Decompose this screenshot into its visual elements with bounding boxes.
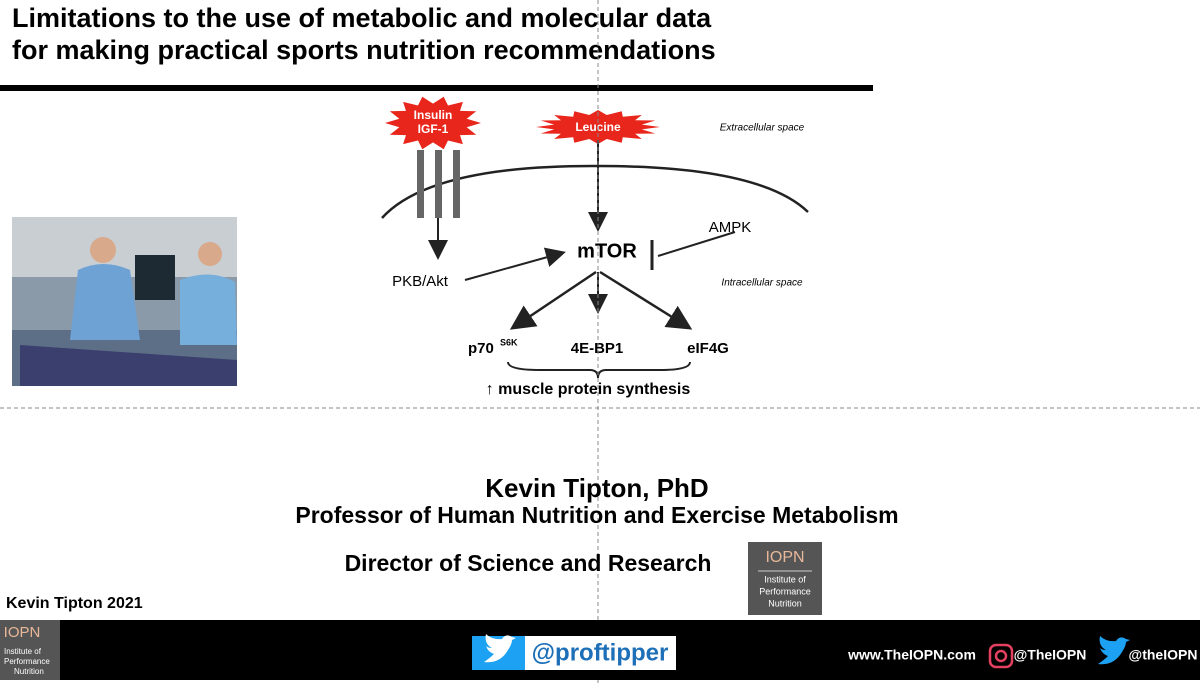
speaker-name: Kevin Tipton, PhD bbox=[485, 473, 708, 503]
diagram-label: AMPK bbox=[709, 219, 752, 236]
logo: IOPN Institute of Performance Nutrition bbox=[0, 620, 60, 680]
speaker-role: Director of Science and Research bbox=[345, 550, 712, 576]
instagram-icon bbox=[988, 643, 1014, 669]
logo-text: Performance bbox=[4, 657, 50, 666]
title-rule bbox=[0, 85, 873, 91]
website: www.TheIOPN.com bbox=[847, 647, 976, 663]
diagram-shapes bbox=[381, 96, 809, 379]
title-line: for making practical sports nutrition re… bbox=[12, 35, 716, 65]
diagram-label: S6K bbox=[500, 337, 518, 347]
instagram-icon bbox=[994, 649, 1008, 663]
diagram-label: Intracellular space bbox=[721, 278, 803, 289]
diagram-label: Extracellular space bbox=[720, 123, 805, 134]
diagram-label: PKB/Akt bbox=[392, 273, 449, 290]
title-line: Limitations to the use of metabolic and … bbox=[12, 3, 712, 33]
diagram-label: ↑ muscle protein synthesis bbox=[486, 381, 691, 398]
diagram-label: eIF4G bbox=[687, 340, 729, 357]
twitter-handle-box: @proftipper bbox=[472, 634, 676, 670]
diagram-label: 4E-BP1 bbox=[571, 340, 624, 357]
credit: Kevin Tipton 2021 bbox=[6, 595, 143, 612]
logo-text: Nutrition bbox=[768, 598, 802, 608]
twitter-account: @theIOPN bbox=[1129, 647, 1198, 663]
diagram-label: IGF-1 bbox=[418, 122, 449, 136]
diagram-label: p70 bbox=[468, 340, 494, 357]
logo: IOPN Institute of Performance Nutrition bbox=[748, 542, 822, 615]
logo-abbr: IOPN bbox=[4, 624, 41, 641]
logo-text: Nutrition bbox=[14, 667, 44, 676]
logo-text: Performance bbox=[759, 586, 811, 596]
photo bbox=[12, 217, 237, 386]
logo-abbr: IOPN bbox=[765, 549, 804, 566]
diagram-label: mTOR bbox=[577, 240, 637, 262]
logo-text: Institute of bbox=[4, 647, 42, 656]
instagram-handle: @TheIOPN bbox=[1014, 647, 1087, 663]
speaker-title: Professor of Human Nutrition and Exercis… bbox=[295, 502, 898, 528]
starburst bbox=[385, 96, 481, 150]
logo-text: Institute of bbox=[764, 574, 806, 584]
twitter-handle: @proftipper bbox=[532, 639, 669, 666]
diagram-label: Insulin bbox=[414, 108, 453, 122]
twitter-icon bbox=[1098, 636, 1130, 665]
